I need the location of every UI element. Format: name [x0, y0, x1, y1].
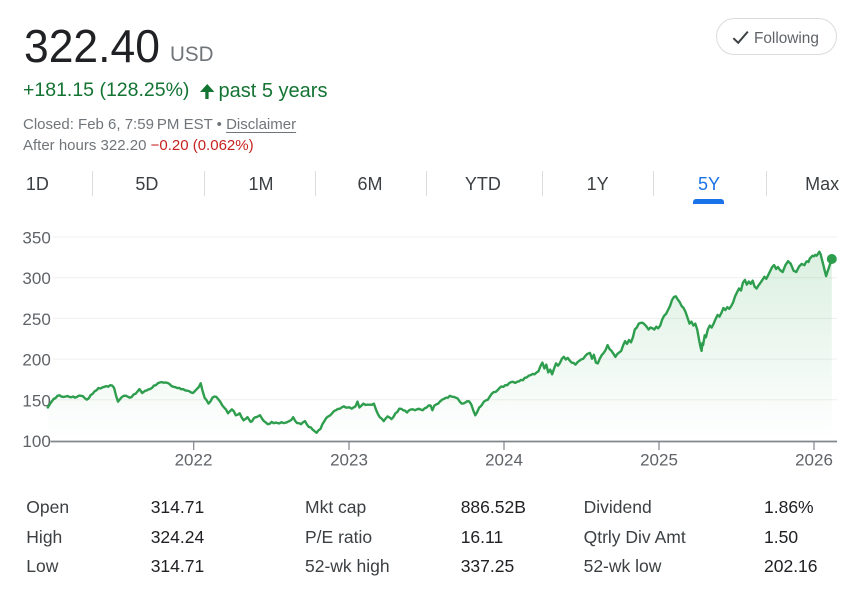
svg-text:100: 100: [22, 432, 50, 451]
svg-text:250: 250: [22, 310, 50, 329]
svg-text:2023: 2023: [330, 451, 368, 470]
svg-text:150: 150: [22, 391, 50, 410]
svg-text:2024: 2024: [485, 451, 523, 470]
svg-text:2025: 2025: [640, 451, 678, 470]
svg-text:200: 200: [22, 351, 50, 370]
svg-text:300: 300: [22, 269, 50, 288]
svg-text:2026: 2026: [795, 451, 833, 470]
svg-text:2022: 2022: [175, 451, 213, 470]
svg-text:350: 350: [22, 229, 50, 248]
